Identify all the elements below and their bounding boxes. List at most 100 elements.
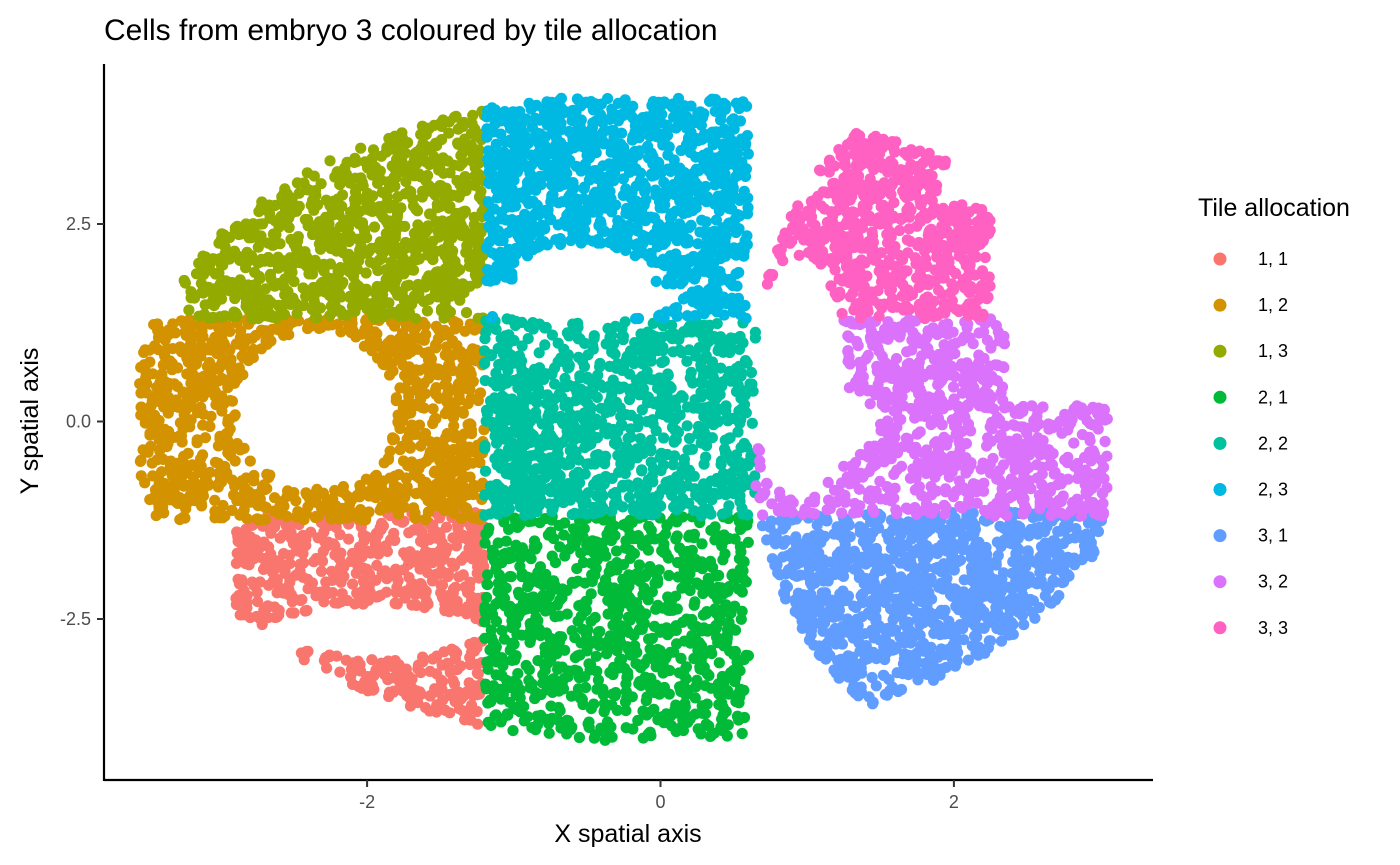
point-1-3	[392, 218, 404, 230]
point-2-1	[532, 601, 545, 613]
point-2-2	[721, 506, 733, 518]
point-1-2	[167, 401, 179, 413]
point-1-3	[448, 111, 461, 123]
point-1-3	[375, 308, 387, 320]
point-2-2	[736, 468, 748, 480]
point-1-3	[368, 297, 380, 309]
point-1-2	[236, 350, 248, 362]
point-2-1	[634, 612, 647, 624]
point-1-3	[370, 171, 383, 183]
point-1-1	[385, 534, 397, 546]
point-2-1	[632, 714, 644, 727]
point-1-2	[231, 365, 243, 377]
point-1-3	[285, 204, 298, 216]
point-1-3	[383, 202, 395, 214]
point-1-2	[335, 326, 347, 338]
point-1-3	[257, 218, 269, 230]
point-1-1	[232, 573, 244, 585]
point-1-3	[291, 307, 303, 320]
point-2-2	[645, 329, 658, 341]
point-1-1	[444, 707, 456, 719]
point-2-3	[630, 313, 642, 325]
point-2-1	[485, 719, 497, 732]
point-2-1	[655, 711, 668, 723]
point-2-2	[585, 458, 597, 470]
point-1-3	[386, 160, 398, 172]
point-2-1	[731, 656, 743, 668]
point-1-3	[259, 255, 271, 267]
point-2-2	[489, 430, 501, 442]
point-1-1	[281, 585, 293, 597]
point-2-1	[529, 574, 542, 587]
point-1-3	[223, 282, 236, 294]
point-2-1	[608, 661, 620, 673]
point-1-1	[472, 718, 484, 730]
point-1-3	[183, 304, 195, 316]
point-1-3	[469, 256, 481, 268]
point-2-1	[590, 536, 603, 548]
point-1-2	[457, 441, 469, 453]
point-1-2	[174, 417, 186, 429]
point-1-2	[350, 507, 362, 519]
point-1-1	[447, 674, 459, 687]
point-2-1	[626, 516, 638, 529]
point-2-1	[567, 539, 579, 552]
point-1-2	[462, 348, 474, 360]
point-1-3	[361, 187, 374, 199]
point-2-1	[582, 718, 594, 730]
point-2-2	[621, 350, 633, 362]
point-2-1	[516, 629, 528, 641]
point-2-1	[479, 632, 491, 644]
point-2-2	[700, 491, 712, 503]
point-1-1	[430, 706, 443, 718]
point-2-1	[639, 671, 651, 683]
point-2-2	[517, 471, 530, 483]
point-1-1	[374, 542, 386, 554]
point-1-2	[394, 382, 406, 394]
point-1-3	[322, 221, 334, 234]
point-2-2	[484, 480, 496, 492]
point-2-1	[577, 531, 589, 543]
point-1-1	[244, 612, 256, 624]
point-1-3	[459, 133, 471, 145]
point-1-2	[478, 424, 490, 436]
point-1-1	[455, 554, 467, 566]
point-2-1	[492, 577, 504, 589]
point-2-2	[627, 504, 640, 516]
point-1-1	[319, 536, 331, 548]
point-1-2	[397, 344, 409, 356]
point-2-2	[556, 437, 568, 449]
point-1-1	[436, 659, 448, 671]
point-1-2	[229, 455, 241, 467]
point-2-1	[549, 611, 561, 623]
point-1-1	[424, 690, 437, 702]
point-2-1	[705, 682, 717, 694]
point-1-2	[164, 358, 176, 370]
point-2-1	[642, 544, 655, 556]
point-1-3	[454, 160, 466, 172]
point-1-3	[309, 185, 322, 197]
point-1-1	[427, 653, 439, 665]
point-2-2	[726, 371, 738, 383]
point-1-2	[229, 409, 241, 421]
point-1-2	[147, 413, 160, 425]
point-2-2	[479, 440, 491, 452]
point-1-1	[429, 552, 442, 565]
point-1-3	[437, 167, 450, 179]
point-2-1	[552, 661, 564, 673]
point-1-3	[444, 200, 456, 212]
point-1-2	[392, 508, 405, 520]
point-1-3	[277, 299, 289, 311]
point-1-2	[192, 350, 204, 362]
point-2-2	[577, 499, 589, 511]
point-2-1	[503, 607, 516, 619]
point-1-3	[423, 158, 435, 171]
point-1-2	[256, 514, 268, 526]
point-1-2	[337, 481, 349, 493]
point-1-3	[466, 155, 478, 167]
point-1-1	[301, 604, 313, 617]
point-2-1	[488, 547, 500, 559]
point-2-1	[721, 730, 733, 742]
point-2-2	[636, 464, 648, 476]
point-2-1	[688, 652, 700, 665]
